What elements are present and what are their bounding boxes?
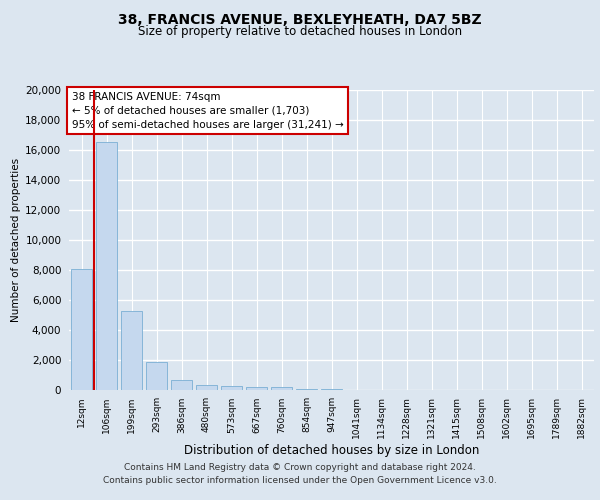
Bar: [121, 310, 142, 390]
Text: Contains public sector information licensed under the Open Government Licence v3: Contains public sector information licen…: [103, 476, 497, 485]
Text: 38, FRANCIS AVENUE, BEXLEYHEATH, DA7 5BZ: 38, FRANCIS AVENUE, BEXLEYHEATH, DA7 5BZ: [118, 12, 482, 26]
Bar: [271, 386, 292, 390]
Bar: [221, 386, 242, 390]
Bar: [296, 388, 317, 390]
Bar: [246, 386, 267, 390]
Text: Size of property relative to detached houses in London: Size of property relative to detached ho…: [138, 25, 462, 38]
Bar: [321, 389, 342, 390]
Text: 38 FRANCIS AVENUE: 74sqm
← 5% of detached houses are smaller (1,703)
95% of semi: 38 FRANCIS AVENUE: 74sqm ← 5% of detache…: [71, 92, 343, 130]
Y-axis label: Number of detached properties: Number of detached properties: [11, 158, 21, 322]
Bar: [146, 362, 167, 390]
Bar: [96, 142, 117, 390]
Bar: [196, 385, 217, 390]
Text: Contains HM Land Registry data © Crown copyright and database right 2024.: Contains HM Land Registry data © Crown c…: [124, 464, 476, 472]
X-axis label: Distribution of detached houses by size in London: Distribution of detached houses by size …: [184, 444, 479, 457]
Bar: [171, 380, 192, 390]
Bar: [71, 268, 92, 390]
